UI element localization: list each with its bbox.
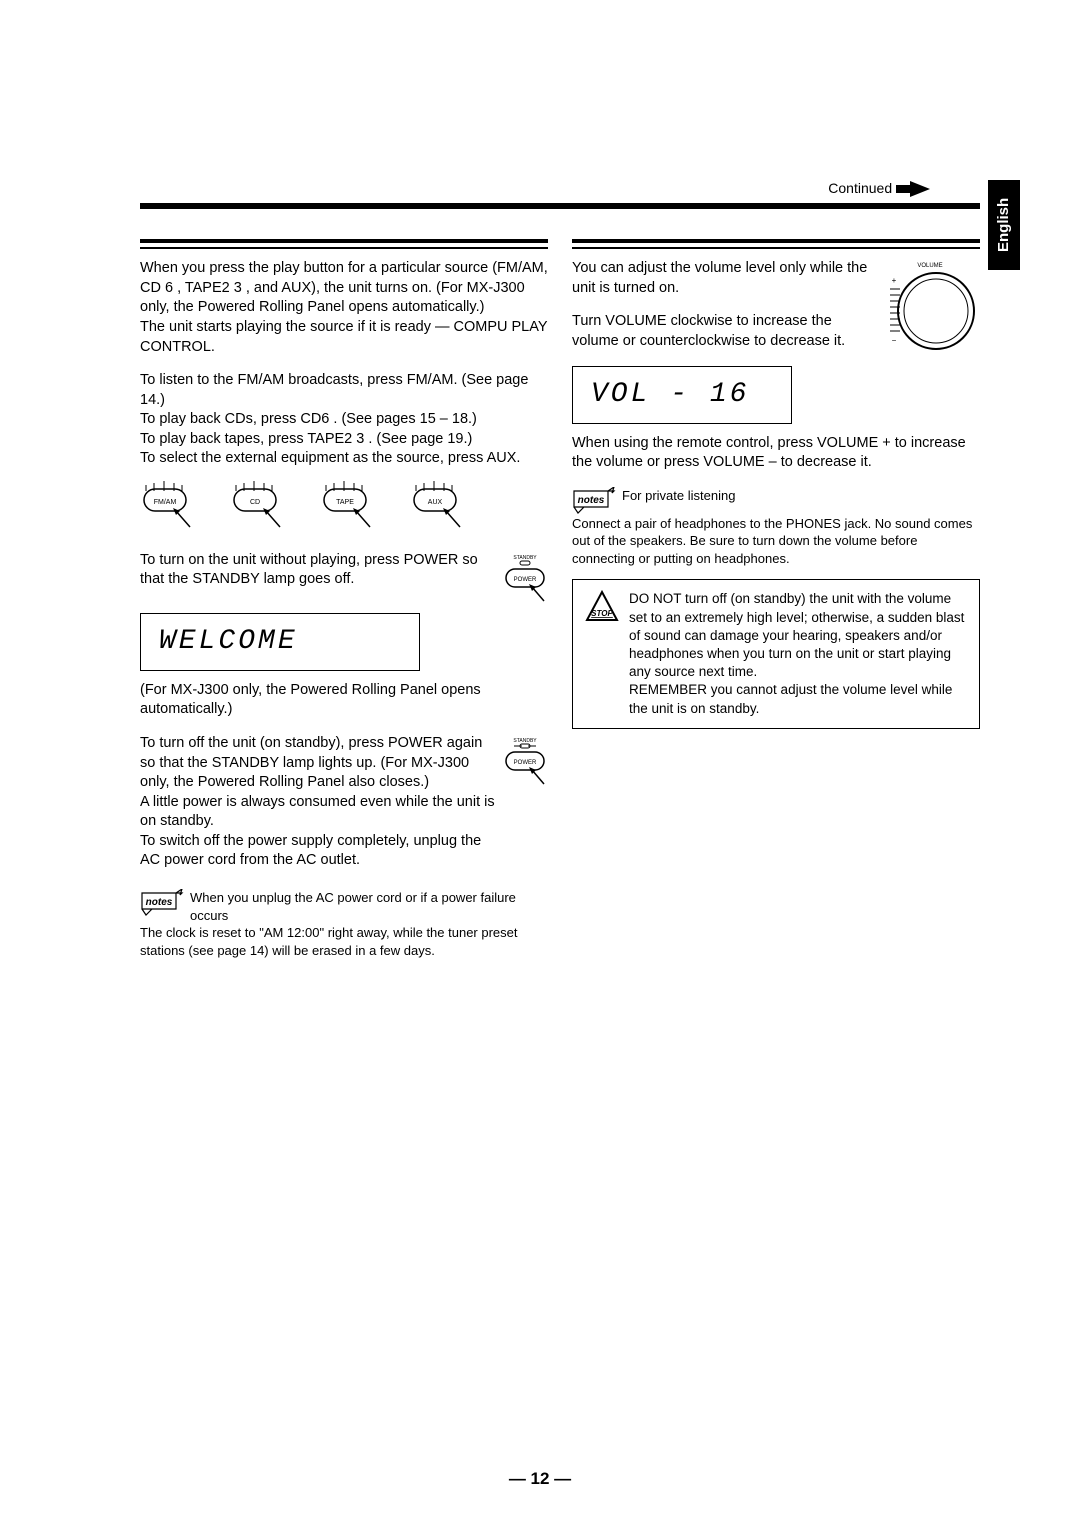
left-section-rule-2: [140, 247, 548, 249]
svg-text:TAPE: TAPE: [336, 499, 354, 506]
continued-row: Continued: [140, 180, 930, 197]
svg-text:POWER: POWER: [514, 760, 537, 766]
svg-text:+: +: [892, 276, 897, 285]
lcd-volume: VOL - 16: [572, 366, 792, 424]
intro-text: When you press the play button for a par…: [140, 259, 548, 357]
caution-box: STOP DO NOT turn off (on standby) the un…: [572, 579, 980, 729]
left-section-rule-1: [140, 239, 548, 243]
lcd-volume-text: VOL - 16: [591, 376, 749, 414]
power-button-icon[interactable]: STANDBY POWER: [502, 551, 548, 607]
columns: When you press the play button for a par…: [140, 239, 980, 959]
continued-arrow-icon: [896, 181, 930, 197]
lcd-welcome: WELCOME: [140, 613, 420, 671]
svg-text:FM/AM: FM/AM: [154, 499, 177, 506]
cd-line: To play back CDs, press CD6 . (See pages…: [140, 410, 548, 430]
svg-text:STOP: STOP: [591, 609, 613, 618]
top-rule: [140, 203, 980, 209]
right-top: You can adjust the volume level only whi…: [572, 259, 980, 351]
remote-text: When using the remote control, press VOL…: [572, 434, 980, 473]
power-button-icon-2[interactable]: STANDBY POWER: [502, 734, 548, 790]
continued-label: Continued: [828, 180, 892, 196]
notes-heading: When you unplug the AC power cord or if …: [190, 889, 548, 924]
notes-icon: notes: [140, 889, 184, 917]
turn-off-text: To turn off the unit (on standby), press…: [140, 734, 496, 871]
notes-icon: notes: [572, 487, 616, 515]
turn-on-block: To turn on the unit without playing, pre…: [140, 551, 548, 607]
source-button-row: FM/AM CD: [140, 477, 548, 533]
svg-text:VOLUME: VOLUME: [917, 263, 942, 269]
svg-text:notes: notes: [146, 897, 173, 908]
tape-line: To play back tapes, press TAPE2 3 . (See…: [140, 430, 548, 450]
right-notes-body: Connect a pair of headphones to the PHON…: [572, 515, 980, 568]
turn-on-text: To turn on the unit without playing, pre…: [140, 551, 496, 590]
lcd-welcome-text: WELCOME: [159, 623, 298, 661]
svg-text:CD: CD: [250, 499, 260, 506]
svg-text:STANDBY: STANDBY: [513, 555, 537, 561]
volume-knob-icon[interactable]: VOLUME + −: [880, 259, 980, 359]
cd-button[interactable]: CD: [230, 477, 302, 533]
caution-text: DO NOT turn off (on standby) the unit wi…: [629, 590, 967, 718]
notes-body: The clock is reset to "AM 12:00" right a…: [140, 924, 548, 959]
stop-icon: STOP: [585, 590, 619, 624]
left-column: When you press the play button for a par…: [140, 239, 548, 959]
aux-line: To select the external equipment as the …: [140, 449, 548, 469]
page-number: — 12 —: [0, 1469, 1080, 1489]
aux-button[interactable]: AUX: [410, 477, 482, 533]
right-notes-heading: For private listening: [622, 487, 980, 505]
tape-button[interactable]: TAPE: [320, 477, 392, 533]
svg-text:POWER: POWER: [514, 577, 537, 583]
page: Continued When you press the play button…: [0, 0, 1080, 999]
svg-text:notes: notes: [578, 495, 605, 506]
right-section-rule-2: [572, 247, 980, 249]
turn-off-block: To turn off the unit (on standby), press…: [140, 734, 548, 871]
svg-text:AUX: AUX: [428, 499, 443, 506]
fm-am-button[interactable]: FM/AM: [140, 477, 212, 533]
mx-note: (For MX-J300 only, the Powered Rolling P…: [140, 681, 548, 720]
right-section-rule-1: [572, 239, 980, 243]
svg-text:STANDBY: STANDBY: [513, 738, 537, 744]
notes-block: notes When you unplug the AC power cord …: [140, 889, 548, 924]
right-column: You can adjust the volume level only whi…: [572, 239, 980, 959]
fm-line: To listen to the FM/AM broadcasts, press…: [140, 371, 548, 410]
svg-text:−: −: [892, 336, 897, 345]
right-notes-block: notes For private listening: [572, 487, 980, 515]
